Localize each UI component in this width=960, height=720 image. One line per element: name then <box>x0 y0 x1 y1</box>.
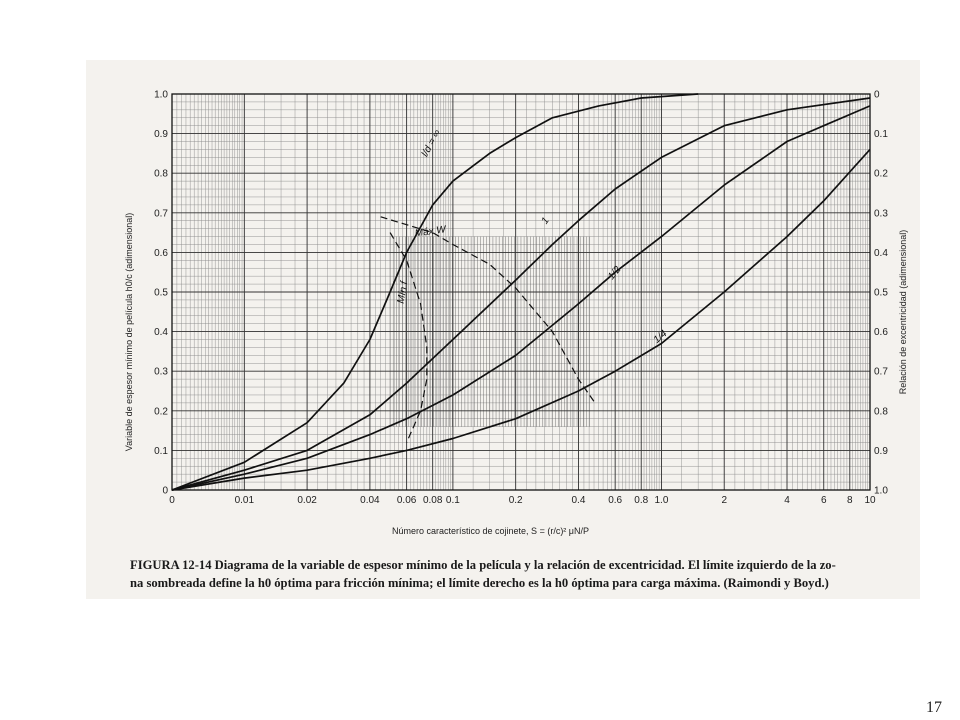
x-tick-label: 8 <box>847 495 853 506</box>
x-tick-label: 0.4 <box>571 495 585 506</box>
caption-line-1: Diagrama de la variable de espesor mínim… <box>214 558 836 572</box>
series-line-0 <box>171 93 699 491</box>
y-tick-label: 0.7 <box>154 208 168 219</box>
page-number: 17 <box>926 699 942 716</box>
x-tick-label: 6 <box>821 495 827 506</box>
series-line-4 <box>380 216 596 404</box>
y-tick-label: 0.6 <box>154 248 168 259</box>
caption-line-2: na sombreada define la h0 óptima para fr… <box>130 576 829 590</box>
x-tick-label: 1.0 <box>654 495 668 506</box>
y2-tick-label: 0.6 <box>874 327 888 338</box>
y-axis-title: Variable de espesor mínimo de película h… <box>124 213 134 451</box>
curve-label-1: 1 <box>540 216 552 227</box>
x-tick-label: 4 <box>784 495 790 506</box>
y2-tick-label: 0.8 <box>874 406 888 417</box>
curves <box>171 93 871 491</box>
y2-tick-label: 0.1 <box>874 129 888 140</box>
x-tick-label: 0.02 <box>297 495 317 506</box>
x-tick-label: 10 <box>864 495 876 506</box>
x-tick-label: 0.2 <box>509 495 523 506</box>
y2-tick-label: 0.4 <box>874 248 888 259</box>
curve-label-0: l/d = ∞ <box>420 128 443 159</box>
y2-tick-label: 0.9 <box>874 446 888 457</box>
figure-panel: 0 0.01 0.02 0.04 0.06 0.08 0.1 0.2 0.4 0.6 0.8 1.0 2… <box>86 60 920 599</box>
x-tick-label: 0.04 <box>360 495 380 506</box>
series-line-3 <box>171 148 871 491</box>
plot-frame <box>171 93 871 491</box>
x-tick-label: 0.06 <box>397 495 417 506</box>
x-tick-label: 0.6 <box>608 495 622 506</box>
series-line-1 <box>171 97 871 491</box>
x-tick-label: 0.08 <box>423 495 443 506</box>
y2-tick-label: 0 <box>874 90 880 101</box>
major-grid <box>171 93 871 491</box>
x-tick-label: 0 <box>169 495 175 506</box>
x-tick-labels: 0 0.01 0.02 0.04 0.06 0.08 0.1 0.2 0.4 0.6 0.8 1.0 2… <box>169 495 876 506</box>
y-tick-label: 0.1 <box>154 446 168 457</box>
y-tick-label: 0 <box>162 486 168 497</box>
y2-tick-label: 0.5 <box>874 288 888 299</box>
curve-label-4: Máx W <box>414 224 448 239</box>
x-tick-label: 2 <box>721 495 727 506</box>
series-line-5 <box>389 232 428 443</box>
y2-tick-labels: 1.0 0.9 0.8 0.7 0.6 0.5 0.4 0.3 0.2 0.1 0 <box>874 90 888 497</box>
curve-label-5: Mín f <box>396 279 411 304</box>
x-axis-title: Número característico de cojinete, S = (… <box>392 526 589 536</box>
bearing-chart: 0 0.01 0.02 0.04 0.06 0.08 0.1 0.2 0.4 0.6 0.8 1.0 2… <box>124 90 908 537</box>
x-tick-label: 0.8 <box>634 495 648 506</box>
x-tick-label: 0.1 <box>446 495 460 506</box>
series-line-2 <box>171 105 871 491</box>
y-tick-label: 0.4 <box>154 327 168 338</box>
figure-caption-2: na sombreada define la h0 óptima para fr… <box>130 575 910 592</box>
y-tick-label: 0.9 <box>154 129 168 140</box>
y2-tick-label: 0.3 <box>874 208 888 219</box>
figure-caption: FIGURA 12-14 Diagrama de la variable de … <box>130 557 910 574</box>
y2-tick-label: 0.2 <box>874 169 888 180</box>
x-tick-label: 0.01 <box>235 495 255 506</box>
y-tick-label: 0.5 <box>154 288 168 299</box>
y-tick-label: 0.3 <box>154 367 168 378</box>
y-tick-labels: 0 0.1 0.2 0.3 0.4 0.5 0.6 0.7 0.8 0.9 1.0 <box>154 90 168 497</box>
y2-axis-title: Relación de excentricidad (adimensional) <box>898 230 908 395</box>
y-tick-label: 0.2 <box>154 406 168 417</box>
y-tick-label: 0.8 <box>154 169 168 180</box>
y2-tick-label: 1.0 <box>874 486 888 497</box>
y2-tick-label: 0.7 <box>874 367 888 378</box>
caption-label: FIGURA 12-14 <box>130 558 212 572</box>
y-tick-label: 1.0 <box>154 90 168 101</box>
